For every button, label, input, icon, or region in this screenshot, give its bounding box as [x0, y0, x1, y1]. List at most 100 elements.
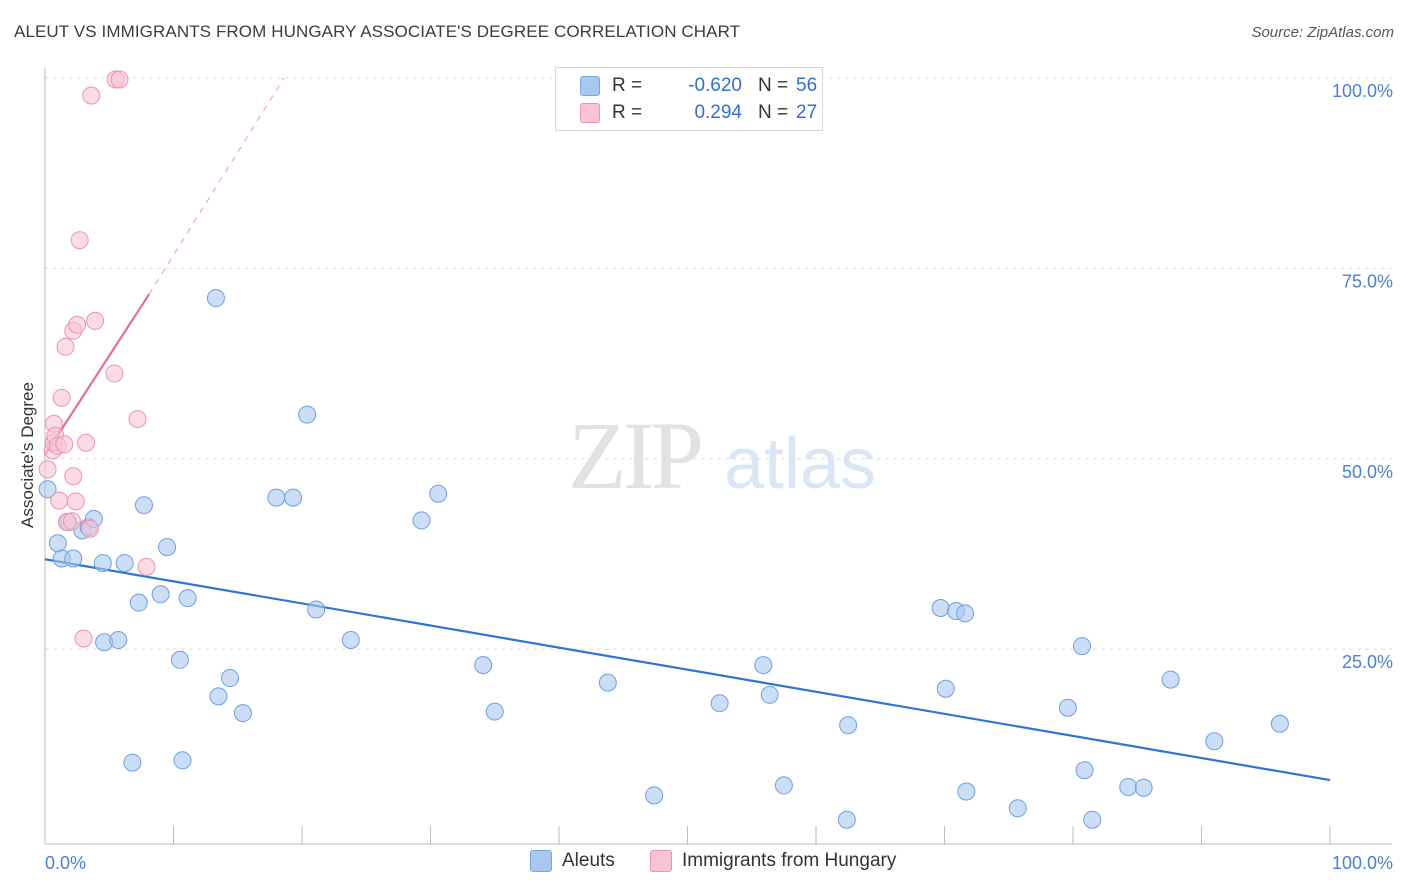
aleuts-point-28 — [341, 630, 360, 649]
legend-label-aleuts: Aleuts — [562, 850, 615, 871]
grid-lines — [45, 77, 1392, 650]
aleuts-point-1 — [48, 534, 67, 553]
aleuts-point-34 — [645, 786, 664, 805]
watermark: ZIP atlas — [568, 402, 876, 509]
aleuts-point-23 — [221, 669, 240, 688]
stats-row-hungary: R = 0.294 N = 27 — [580, 101, 817, 125]
r-value: -0.620 — [688, 75, 742, 96]
stats-legend: R = -0.620 N = 56 R = 0.294 N = 27 — [555, 67, 823, 131]
y-tick-label-75: 75.0% — [1342, 271, 1393, 291]
hungary-point-25 — [128, 410, 147, 429]
n-value: 56 — [796, 75, 818, 96]
aleuts-point-36 — [754, 656, 773, 675]
hungary-point-6 — [50, 491, 69, 510]
aleuts-point-37 — [760, 685, 779, 704]
aleuts-point-54 — [1205, 732, 1224, 751]
data-points — [38, 70, 1289, 829]
aleuts-point-52 — [1134, 778, 1153, 797]
n-label: N = — [758, 102, 789, 123]
aleuts-point-51 — [1119, 777, 1138, 796]
hungary-point-19 — [80, 519, 99, 538]
hungary-point-0 — [38, 460, 57, 479]
hungary-point-16 — [70, 231, 89, 250]
aleuts-point-19 — [307, 600, 326, 619]
aleuts-point-44 — [956, 604, 975, 623]
hungary-point-12 — [64, 467, 83, 486]
y-tick-label-100: 100.0% — [1332, 81, 1393, 101]
hungary-legend-swatch — [650, 850, 672, 872]
aleuts-point-11 — [206, 289, 225, 308]
aleuts-point-26 — [123, 753, 142, 772]
aleuts-point-38 — [774, 776, 793, 795]
hungary-point-15 — [68, 315, 87, 334]
aleuts-point-22 — [170, 650, 189, 669]
y-tick-label-25: 25.0% — [1342, 652, 1393, 672]
hungary-trend-extension — [148, 77, 285, 295]
r-value: 0.294 — [694, 102, 742, 123]
y-axis-label: Associate's Degree — [18, 382, 37, 528]
hungary-point-14 — [66, 492, 85, 511]
aleuts-point-29 — [412, 511, 431, 530]
x-tick-label-max: 100.0% — [1332, 853, 1393, 873]
n-value: 27 — [796, 102, 818, 123]
aleuts-point-9 — [115, 554, 134, 573]
chart-title: ALEUT VS IMMIGRANTS FROM HUNGARY ASSOCIA… — [14, 22, 741, 41]
aleuts-point-47 — [1058, 698, 1077, 717]
aleuts-point-48 — [1072, 637, 1091, 656]
source-credit: Source: ZipAtlas.com — [1251, 24, 1394, 41]
y-tick-label-50: 50.0% — [1342, 462, 1393, 482]
axes — [44, 68, 1392, 845]
hungary-point-8 — [55, 435, 74, 454]
series-legend: Aleuts Immigrants from Hungary — [0, 850, 1406, 878]
aleuts-point-24 — [209, 687, 228, 706]
aleuts-point-30 — [429, 484, 448, 503]
hungary-swatch — [580, 103, 600, 123]
aleuts-point-49 — [1075, 761, 1094, 780]
hungary-point-26 — [137, 557, 156, 576]
aleuts-point-12 — [267, 488, 286, 507]
hungary-point-22 — [105, 364, 124, 383]
legend-item-hungary[interactable]: Immigrants from Hungary — [650, 850, 896, 872]
r-label: R = — [612, 102, 643, 123]
x-tick-label-min: 0.0% — [45, 853, 86, 873]
aleuts-point-41 — [936, 679, 955, 698]
trend-lines — [44, 77, 1331, 782]
aleuts-point-31 — [474, 656, 493, 675]
legend-item-aleuts[interactable]: Aleuts — [530, 850, 615, 872]
n-label: N = — [758, 75, 789, 96]
aleuts-point-50 — [1083, 810, 1102, 829]
aleuts-point-13 — [284, 488, 303, 507]
aleuts-legend-swatch — [530, 850, 552, 872]
stats-row-aleuts: R = -0.620 N = 56 — [580, 74, 817, 98]
hungary-point-18 — [77, 433, 96, 452]
aleuts-point-18 — [178, 589, 197, 608]
aleuts-point-45 — [957, 782, 976, 801]
aleuts-point-16 — [129, 593, 148, 612]
aleuts-point-40 — [837, 810, 856, 829]
aleuts-point-46 — [1008, 799, 1027, 818]
aleuts-point-39 — [839, 716, 858, 735]
aleuts-point-21 — [109, 630, 128, 649]
aleuts-point-8 — [93, 554, 112, 573]
hungary-trend-line — [44, 293, 151, 456]
aleuts-point-0 — [38, 480, 57, 499]
aleuts-point-35 — [710, 694, 729, 713]
aleuts-point-14 — [298, 405, 317, 424]
aleuts-point-55 — [1270, 714, 1289, 733]
hungary-point-17 — [74, 629, 93, 648]
r-label: R = — [612, 75, 643, 96]
legend-label-hungary: Immigrants from Hungary — [682, 850, 897, 871]
aleuts-point-27 — [173, 751, 192, 770]
hungary-point-21 — [86, 311, 105, 330]
aleuts-point-25 — [233, 704, 252, 723]
aleuts-point-15 — [158, 538, 177, 557]
hungary-point-20 — [82, 86, 101, 105]
hungary-point-7 — [52, 388, 71, 407]
hungary-point-11 — [62, 512, 81, 531]
aleuts-swatch — [580, 76, 600, 96]
tick-labels: 25.0% 50.0% 75.0% 100.0% 0.0% 100.0% — [45, 81, 1393, 873]
hungary-point-24 — [110, 70, 129, 89]
watermark-zip: ZIP — [568, 402, 701, 509]
aleuts-point-10 — [134, 496, 153, 515]
